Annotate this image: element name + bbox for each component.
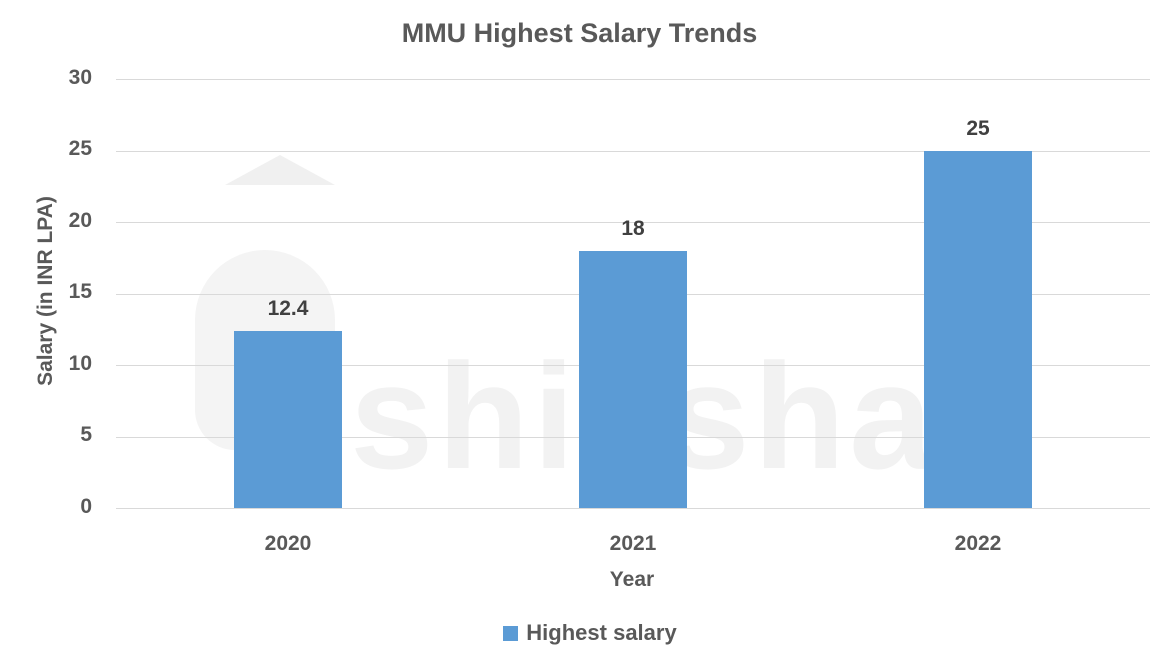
x-axis-label: Year xyxy=(609,568,655,591)
bar-2022 xyxy=(924,151,1032,508)
y-tick: 15 xyxy=(68,280,92,303)
data-label-2021: 18 xyxy=(621,217,645,240)
gridline xyxy=(116,79,1150,80)
legend-label: Highest salary xyxy=(526,620,677,645)
y-tick: 10 xyxy=(68,352,92,375)
legend: Highest salary xyxy=(0,620,1159,646)
chart-title: MMU Highest Salary Trends xyxy=(401,18,758,48)
x-tick-2021: 2021 xyxy=(609,532,657,555)
y-tick: 0 xyxy=(80,495,92,518)
gridline xyxy=(116,222,1150,223)
bar-2020 xyxy=(234,331,342,508)
gridline xyxy=(116,150,1150,152)
x-tick-2020: 2020 xyxy=(264,532,312,555)
bar-2021 xyxy=(579,251,687,508)
data-label-2022: 25 xyxy=(966,117,990,140)
y-tick: 5 xyxy=(80,423,92,446)
watermark-cap-icon xyxy=(225,155,335,185)
y-axis-label: Salary (in INR LPA) xyxy=(34,196,57,386)
x-axis-line xyxy=(116,508,1150,509)
data-label-2020: 12.4 xyxy=(267,297,309,320)
y-tick: 20 xyxy=(68,209,92,232)
x-tick-2022: 2022 xyxy=(954,532,1002,555)
y-tick: 25 xyxy=(68,137,92,160)
y-tick: 30 xyxy=(68,66,92,89)
legend-swatch-icon xyxy=(503,625,519,641)
plot-area: 0 5 10 15 20 25 30 Salary (in INR LPA) 1… xyxy=(34,66,1150,518)
